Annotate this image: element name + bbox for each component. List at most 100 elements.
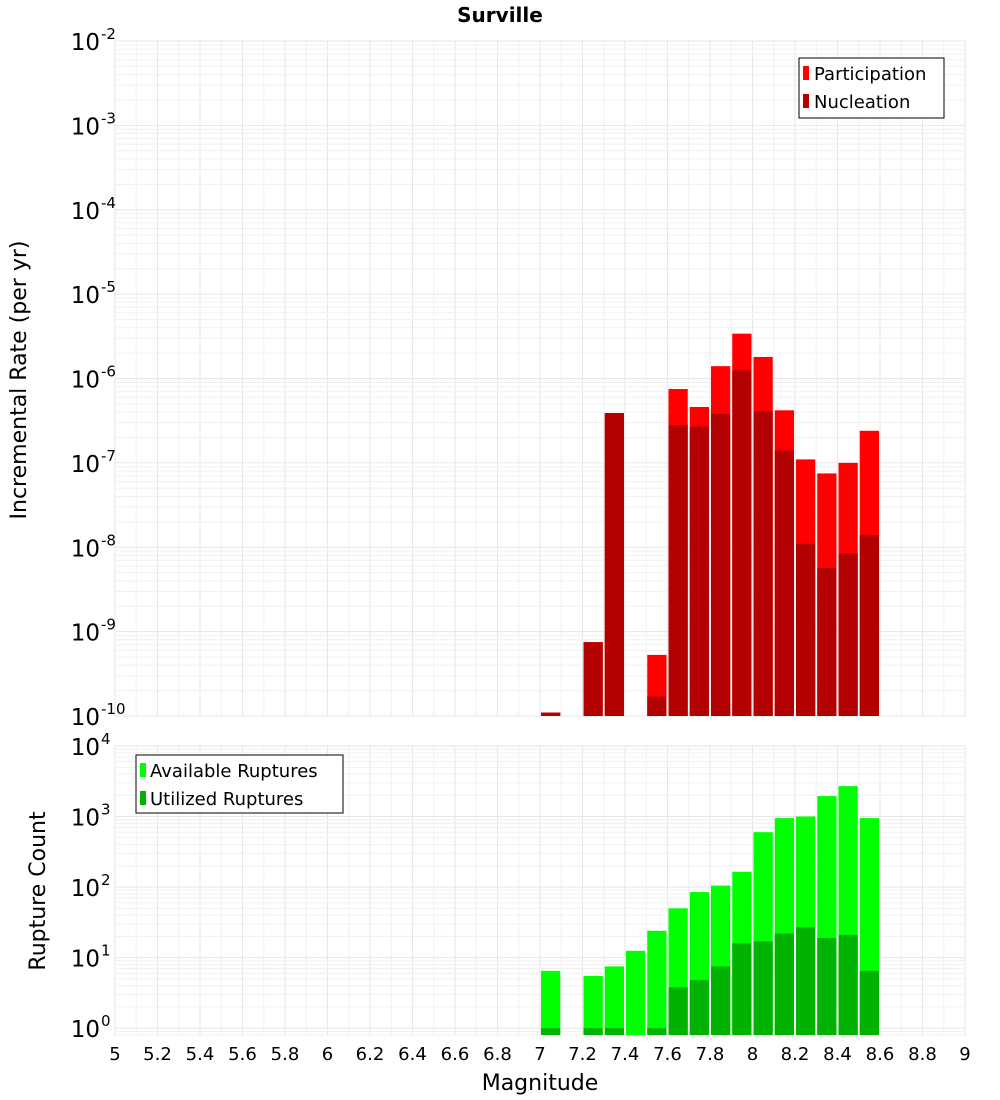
bar-utilized-ruptures	[774, 933, 794, 1035]
bar-nucleation	[817, 567, 837, 716]
bar-nucleation	[689, 426, 709, 716]
x-tick-label: 7.4	[611, 1044, 640, 1065]
x-tick-label: 7.2	[568, 1044, 597, 1065]
rate-y-tick-label-exponent: -8	[101, 531, 116, 549]
count-y-tick-label-exponent: 0	[101, 1012, 111, 1030]
legend-label-utilized: Utilized Ruptures	[150, 789, 303, 810]
legend-label-nucleation: Nucleation	[814, 92, 910, 113]
bar-utilized-ruptures	[817, 937, 837, 1035]
bar-utilized-ruptures	[583, 1028, 603, 1035]
rate-y-tick-label-exponent: -9	[101, 616, 116, 634]
bar-utilized-ruptures	[796, 927, 816, 1035]
rate-y-tick-label: 10	[71, 283, 100, 309]
bar-nucleation	[541, 712, 561, 716]
bar-nucleation	[753, 411, 773, 716]
x-tick-label: 6.4	[398, 1044, 427, 1065]
count-y-tick-label: 10	[71, 806, 100, 832]
rate-y-tick-label: 10	[71, 705, 100, 731]
legend-swatch-nucleation	[803, 94, 809, 108]
count-y-tick-label: 10	[71, 735, 100, 761]
legend-swatch-utilized	[140, 791, 146, 805]
rate-plot-legend-box	[798, 57, 945, 119]
count-plot-y-axis-title: Rupture Count	[26, 811, 51, 971]
x-tick-label: 8.2	[781, 1044, 810, 1065]
count-y-tick-label-exponent: 2	[101, 871, 111, 889]
chart-title: Surville	[457, 3, 543, 27]
bar-nucleation	[711, 413, 731, 716]
rate-y-tick-label-exponent: -3	[101, 109, 116, 127]
x-tick-label: 8.4	[823, 1044, 852, 1065]
x-tick-label: 7.8	[696, 1044, 725, 1065]
x-tick-label: 8.8	[908, 1044, 937, 1065]
rate-y-tick-label: 10	[71, 199, 100, 225]
bar-utilized-ruptures	[732, 943, 752, 1035]
x-tick-label: 6.6	[441, 1044, 470, 1065]
x-tick-label: 6.2	[356, 1044, 385, 1065]
rate-plot-grid	[114, 40, 966, 717]
rate-plot-y-axis-title: Incremental Rate (per yr)	[7, 241, 32, 520]
legend-swatch-available	[140, 763, 146, 777]
rate-y-tick-label: 10	[71, 452, 100, 478]
rate-y-tick-label: 10	[71, 30, 100, 56]
rate-plot-legend: Participation Nucleation	[798, 57, 945, 119]
bar-utilized-ruptures	[647, 1028, 667, 1035]
rate-y-tick-label-exponent: -6	[101, 363, 116, 381]
x-tick-label: 8.6	[866, 1044, 895, 1065]
rate-y-tick-label: 10	[71, 621, 100, 647]
bar-nucleation	[796, 543, 816, 716]
bar-utilized-ruptures	[689, 980, 709, 1035]
bar-nucleation	[774, 450, 794, 716]
x-tick-label: 9	[959, 1044, 970, 1065]
bar-nucleation	[583, 642, 603, 716]
bar-utilized-ruptures	[668, 987, 688, 1035]
rate-y-tick-label: 10	[71, 114, 100, 140]
rate-y-tick-label-exponent: -4	[101, 194, 116, 212]
rate-plot-bars	[541, 333, 879, 716]
legend-swatch-participation	[803, 66, 809, 80]
count-y-tick-label: 10	[71, 947, 100, 973]
x-tick-label: 7	[534, 1044, 545, 1065]
bar-nucleation	[732, 370, 752, 716]
x-axis-tick-labels: 5 5.2 5.4 5.6 5.8 6 6.2 6.4 6.6 6.8 7 7.2 7.4 7.6 7.8 8…	[109, 1044, 970, 1065]
count-y-tick-label: 10	[71, 1017, 100, 1043]
count-plot-legend: Available Ruptures Utilized Ruptures	[135, 754, 344, 814]
bar-utilized-ruptures	[541, 1028, 561, 1035]
x-tick-label: 5.6	[228, 1044, 257, 1065]
x-tick-label: 5.4	[186, 1044, 215, 1065]
bar-nucleation	[604, 413, 624, 716]
bar-utilized-ruptures	[838, 934, 858, 1035]
count-y-tick-label-exponent: 1	[101, 942, 111, 960]
rate-y-tick-label: 10	[71, 536, 100, 562]
bar-nucleation	[647, 696, 667, 716]
rate-y-tick-label-exponent: -2	[101, 25, 116, 43]
rate-y-tick-label-exponent: -5	[101, 278, 116, 296]
x-tick-label: 7.6	[653, 1044, 682, 1065]
x-tick-label: 8	[747, 1044, 758, 1065]
bar-available-ruptures	[541, 970, 561, 1035]
x-tick-label: 5	[109, 1044, 120, 1065]
legend-label-participation: Participation	[814, 64, 926, 85]
x-axis-title: Magnitude	[482, 1071, 599, 1096]
bar-available-ruptures	[647, 930, 667, 1035]
x-tick-label: 5.2	[143, 1044, 172, 1065]
bar-available-ruptures	[604, 966, 624, 1035]
bar-utilized-ruptures	[859, 970, 879, 1035]
x-tick-label: 6.8	[483, 1044, 512, 1065]
count-y-tick-label: 10	[71, 876, 100, 902]
bar-utilized-ruptures	[753, 941, 773, 1035]
count-y-tick-label-exponent: 3	[101, 801, 111, 819]
bar-nucleation	[859, 534, 879, 716]
x-tick-label: 6	[322, 1044, 333, 1065]
rate-y-tick-label: 10	[71, 368, 100, 394]
bar-utilized-ruptures	[711, 966, 731, 1035]
count-plot-legend-box	[135, 754, 344, 814]
count-y-tick-label-exponent: 4	[101, 730, 111, 748]
bar-available-ruptures	[583, 975, 603, 1035]
bar-utilized-ruptures	[604, 1028, 624, 1035]
count-plot-bars	[541, 786, 879, 1035]
